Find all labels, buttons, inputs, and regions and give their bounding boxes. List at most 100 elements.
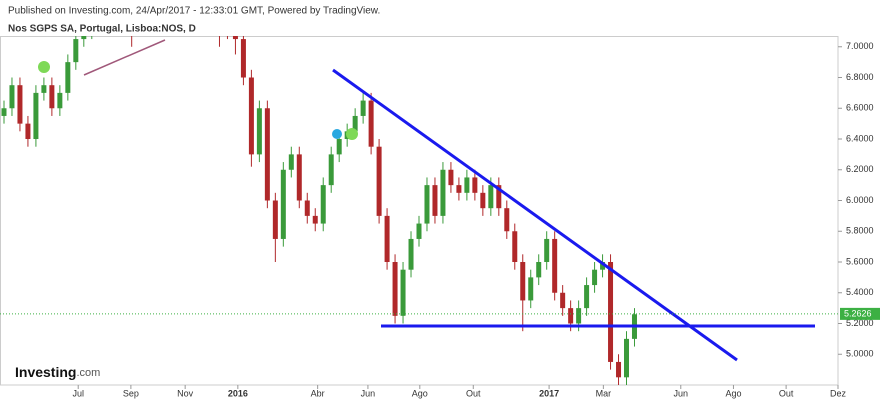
candle-body xyxy=(576,308,582,324)
candle-body xyxy=(360,100,366,116)
candle-body xyxy=(33,92,39,140)
candle-body xyxy=(488,185,494,209)
candle-body xyxy=(528,277,534,301)
x-tick-label: Ago xyxy=(412,388,428,398)
candle-body xyxy=(320,185,326,224)
candle-body xyxy=(49,85,55,109)
candle-body xyxy=(472,177,478,193)
candle-body xyxy=(217,24,222,29)
y-tick-label: 5.8000 xyxy=(846,226,874,236)
candle-body xyxy=(376,146,382,216)
y-tick-label: 5.4000 xyxy=(846,287,874,297)
x-tick-label: Ago xyxy=(725,388,741,398)
x-tick-label: Dez xyxy=(830,388,847,398)
event-marker xyxy=(346,128,358,140)
candle-body xyxy=(232,36,238,40)
candle-body xyxy=(336,139,342,155)
x-tick-label: Jul xyxy=(72,388,84,398)
candle-body xyxy=(73,39,79,63)
y-tick-label: 6.8000 xyxy=(846,72,874,82)
candle-body xyxy=(352,115,358,132)
candle-body xyxy=(592,269,598,286)
candle-body xyxy=(600,262,606,270)
candle-body xyxy=(240,39,246,78)
candle-body xyxy=(432,185,438,216)
candle-body xyxy=(384,215,390,263)
event-marker xyxy=(332,129,342,139)
candle-body xyxy=(65,62,71,93)
logo-suffix: .com xyxy=(76,367,100,379)
candle-body xyxy=(400,269,406,316)
candle-body xyxy=(288,154,294,170)
candle-body xyxy=(328,154,334,186)
candle-body xyxy=(272,200,278,239)
candle-body xyxy=(496,185,502,209)
candle-body xyxy=(368,100,374,147)
candle-body xyxy=(552,238,558,293)
candle-body xyxy=(9,85,15,109)
candle-body xyxy=(312,215,318,224)
plot-frame xyxy=(0,36,839,386)
candle-body xyxy=(408,238,414,270)
candle-body xyxy=(209,19,214,24)
candle-body xyxy=(304,200,310,216)
candle-body xyxy=(520,262,526,301)
logo-brand: Investing xyxy=(15,364,76,380)
x-tick-label: Jun xyxy=(674,388,689,398)
x-tick-label: 2016 xyxy=(228,388,248,398)
candle-body xyxy=(1,108,7,116)
candle-body xyxy=(248,77,254,155)
candle-body xyxy=(616,361,622,378)
candle-body xyxy=(416,223,422,239)
candle-body xyxy=(41,85,47,93)
x-tick-label: 2017 xyxy=(539,388,559,398)
x-tick-label: Nov xyxy=(177,388,194,398)
y-tick-label: 6.0000 xyxy=(846,195,874,205)
y-tick-label: 6.2000 xyxy=(846,164,874,174)
candle-body xyxy=(280,169,286,239)
candle-body xyxy=(584,285,590,309)
candle-body xyxy=(440,169,446,216)
candle-body xyxy=(464,177,470,193)
candle-body xyxy=(536,262,542,278)
candles xyxy=(1,16,637,385)
y-tick-label: 7.0000 xyxy=(846,41,874,51)
y-tick-label: 5.2000 xyxy=(846,318,874,328)
trend-line xyxy=(332,68,738,362)
candle-body xyxy=(456,185,462,193)
candle-body xyxy=(560,292,566,309)
candle-body xyxy=(264,108,270,201)
y-tick-label: 5.6000 xyxy=(846,256,874,266)
candle-body xyxy=(504,208,510,232)
x-tick-label: Out xyxy=(779,388,794,398)
x-tick-label: Sep xyxy=(123,388,139,398)
x-tick-label: Abr xyxy=(311,388,325,398)
trend-line xyxy=(83,39,166,76)
candle-body xyxy=(97,16,102,24)
y-tick-label: 6.6000 xyxy=(846,103,874,113)
chart-title: Nos SGPS SA, Portugal, Lisboa:NOS, D xyxy=(8,24,196,35)
y-tick-label: 6.4000 xyxy=(846,133,874,143)
candle-body xyxy=(25,123,31,140)
y-tick-label: 5.0000 xyxy=(846,349,874,359)
event-marker xyxy=(38,61,50,73)
header: Published on Investing.com, 24/Apr/2017 … xyxy=(8,6,380,17)
drawings xyxy=(38,39,815,362)
candle-body xyxy=(544,238,550,263)
candle-body xyxy=(480,192,486,209)
last-price-box xyxy=(840,307,880,320)
candle-body xyxy=(512,231,518,263)
candle-body xyxy=(225,28,230,31)
x-tick-label: Jun xyxy=(361,388,376,398)
candle-body xyxy=(608,262,614,362)
candle-body xyxy=(256,108,262,155)
candle-body xyxy=(296,154,302,201)
candle-body xyxy=(568,308,574,324)
candle-body xyxy=(17,85,23,124)
x-tick-label: Out xyxy=(466,388,481,398)
candle-body xyxy=(624,338,630,378)
candle-body xyxy=(81,36,87,40)
logo: Investing.com xyxy=(15,364,100,380)
candle-body xyxy=(57,92,63,109)
